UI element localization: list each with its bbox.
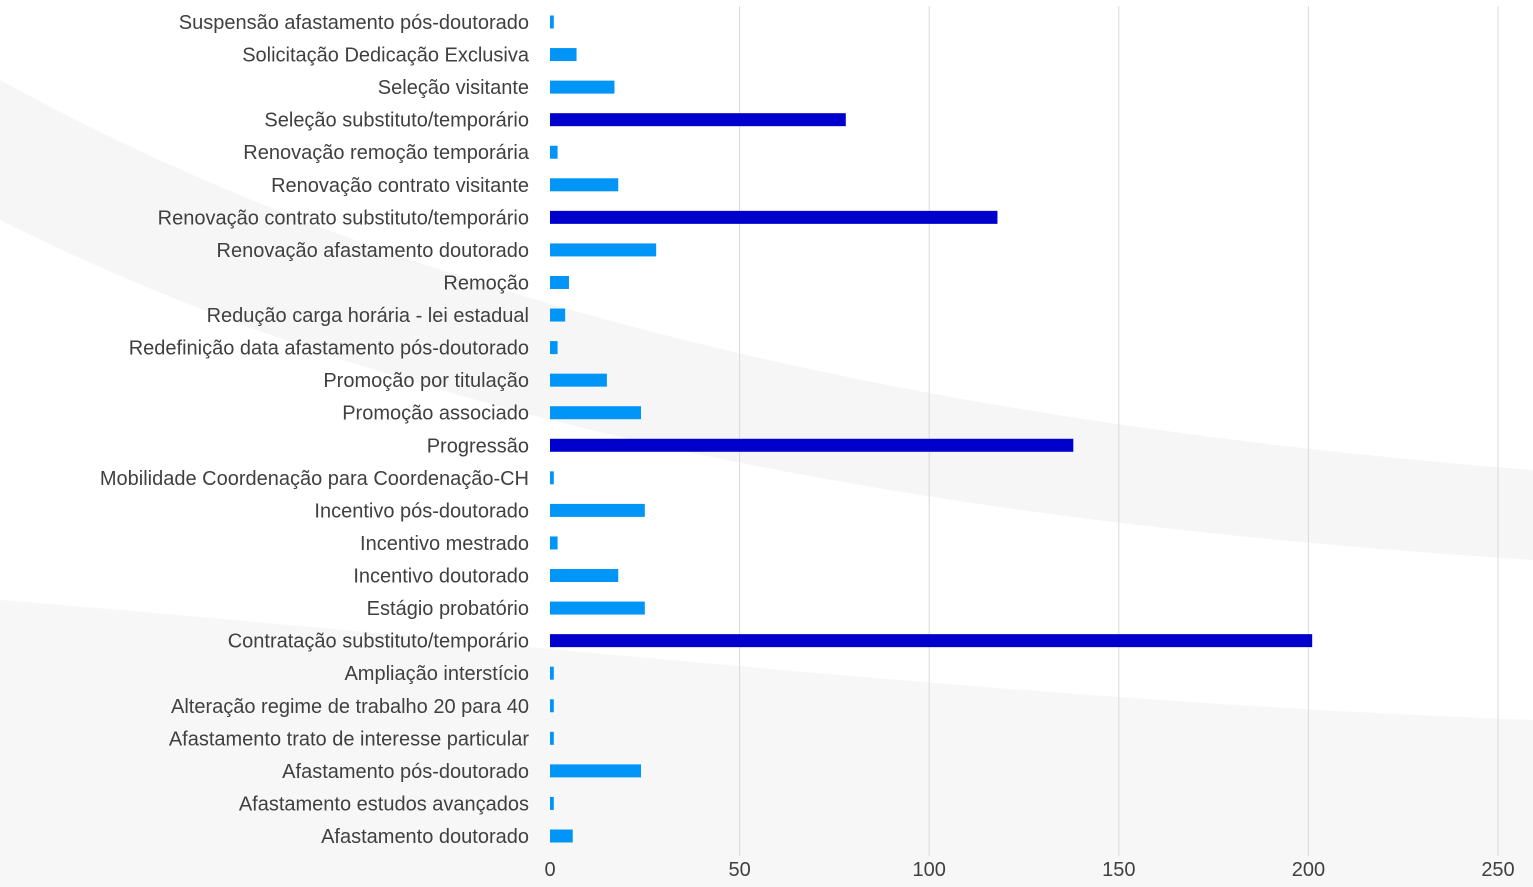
x-tick-label: 150 — [1102, 859, 1135, 881]
category-label: Afastamento estudos avançados — [239, 793, 529, 815]
bar — [550, 634, 1313, 648]
bar — [550, 666, 554, 680]
category-label: Renovação contrato visitante — [271, 175, 529, 197]
x-tick-label: 200 — [1292, 859, 1325, 881]
category-label: Mobilidade Coordenação para Coordenação-… — [100, 468, 529, 490]
bar — [550, 438, 1074, 452]
category-label: Estágio probatório — [367, 598, 529, 620]
category-label: Incentivo pós-doutorado — [314, 500, 529, 522]
bar — [550, 308, 566, 322]
bar — [550, 243, 657, 257]
category-label: Remoção — [443, 272, 529, 294]
bars — [550, 15, 1313, 843]
bar — [550, 764, 642, 778]
bar — [550, 796, 554, 810]
category-label: Alteração regime de trabalho 20 para 40 — [171, 696, 529, 718]
x-tick-label: 250 — [1481, 859, 1514, 881]
bar — [550, 569, 619, 583]
bar — [550, 48, 577, 62]
category-label: Ampliação interstício — [344, 663, 529, 685]
category-labels: Suspensão afastamento pós-doutorado Solic… — [100, 12, 530, 848]
category-label: Afastamento trato de interesse particula… — [169, 728, 530, 750]
bar — [550, 699, 554, 713]
category-label: Renovação remoção temporária — [243, 142, 530, 164]
bar — [550, 373, 607, 387]
category-label: Afastamento pós-doutorado — [282, 761, 529, 783]
bar — [550, 829, 573, 843]
bar — [550, 406, 642, 420]
x-tick-label: 50 — [728, 859, 750, 881]
category-label: Contratação substituto/temporário — [228, 631, 529, 653]
bar — [550, 536, 558, 550]
x-tick-label: 100 — [913, 859, 946, 881]
bar — [550, 15, 554, 29]
x-tick-label: 0 — [544, 859, 555, 881]
bar — [550, 113, 846, 127]
category-label: Promoção associado — [342, 403, 529, 425]
category-label: Seleção visitante — [378, 77, 529, 99]
category-label: Progressão — [427, 435, 529, 457]
category-label: Suspensão afastamento pós-doutorado — [179, 12, 529, 34]
bar — [550, 210, 998, 224]
bar — [550, 601, 645, 615]
bar — [550, 341, 558, 355]
category-label: Afastamento doutorado — [321, 826, 529, 848]
category-label: Renovação afastamento doutorado — [217, 240, 529, 262]
category-label: Redefinição data afastamento pós-doutora… — [129, 338, 529, 360]
category-label: Redução carga horária - lei estadual — [207, 305, 529, 327]
bar — [550, 178, 619, 192]
category-label: Solicitação Dedicação Exclusiva — [242, 45, 530, 67]
bar — [550, 80, 615, 94]
bar — [550, 275, 569, 289]
bar — [550, 145, 558, 159]
category-label: Incentivo doutorado — [353, 566, 529, 588]
bar — [550, 503, 645, 517]
bar — [550, 471, 554, 485]
x-axis-tick-labels: 0 50 100 150 200 250 — [544, 859, 1514, 881]
bar — [550, 731, 554, 745]
category-label: Renovação contrato substituto/temporário — [158, 207, 529, 229]
category-label: Promoção por titulação — [323, 370, 529, 392]
grid-lines — [739, 6, 1499, 856]
category-label: Seleção substituto/temporário — [264, 110, 529, 132]
category-label: Incentivo mestrado — [360, 533, 529, 555]
